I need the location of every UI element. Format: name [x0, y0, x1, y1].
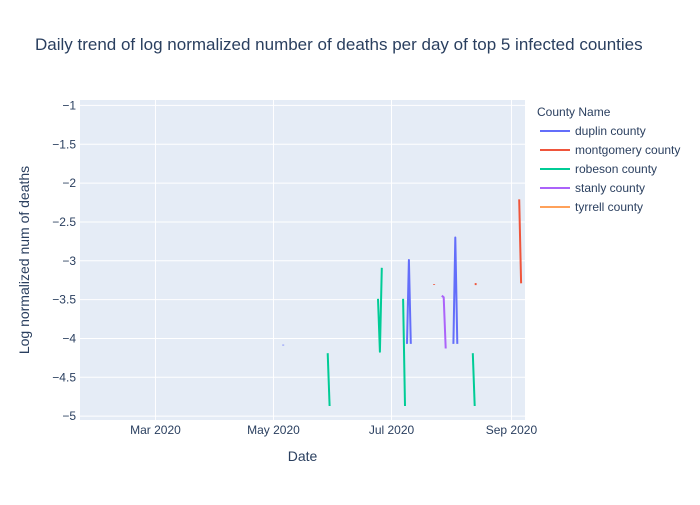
series-stanly-county: [441, 294, 447, 349]
series-line-segment: [518, 199, 523, 284]
y-tick-label: −5: [62, 409, 76, 423]
series-montgomery-county: [433, 199, 523, 286]
series-line-segment: [471, 353, 476, 407]
y-tick-label: −2: [62, 176, 76, 190]
series-line-segment: [377, 267, 383, 353]
x-tick-label: Sep 2020: [486, 423, 538, 437]
grid-layer: [80, 100, 525, 420]
y-tick-label: −1: [62, 98, 76, 112]
x-tick-label: Mar 2020: [130, 423, 181, 437]
y-tick-label: −2.5: [52, 215, 76, 229]
chart-title: Daily trend of log normalized number of …: [35, 35, 643, 54]
series-layer: [282, 199, 523, 407]
series-line-segment: [402, 298, 406, 407]
legend-label: stanly county: [575, 181, 645, 195]
series-line-segment: [326, 353, 331, 407]
series-line-segment: [441, 294, 447, 349]
series-robeson-county: [326, 267, 476, 407]
y-tick-label: −3.5: [52, 293, 76, 307]
x-tick-label: Jul 2020: [369, 423, 415, 437]
y-tick-labels: −1 −1.5 −2 −2.5 −3 −3.5 −4 −4.5 −5: [52, 98, 76, 423]
plot-area: [80, 100, 525, 420]
legend-item[interactable]: tyrrell county: [540, 200, 643, 214]
legend-item[interactable]: duplin county: [540, 124, 646, 138]
legend-label: duplin county: [575, 124, 646, 138]
legend-label: montgomery county: [575, 143, 680, 157]
series-line-segment: [406, 259, 412, 344]
legend-title: County Name: [537, 105, 611, 119]
y-tick-label: −4: [62, 331, 76, 345]
legend-items: duplin county montgomery county robeson co…: [540, 124, 680, 214]
legend-label: robeson county: [575, 162, 657, 176]
legend-item[interactable]: stanly county: [540, 181, 645, 195]
x-tick-labels: Mar 2020 May 2020 Jul 2020 Sep 2020: [130, 423, 537, 437]
y-axis-title: Log normalized num of deaths: [16, 166, 32, 354]
y-tick-label: −3: [62, 254, 76, 268]
y-tick-label: −1.5: [52, 137, 76, 151]
x-axis-title: Date: [288, 448, 318, 464]
legend-label: tyrrell county: [575, 200, 643, 214]
series-duplin-county: [282, 236, 459, 346]
legend[interactable]: County Name duplin county montgomery coun…: [537, 105, 680, 214]
legend-item[interactable]: robeson county: [540, 162, 657, 176]
y-tick-label: −4.5: [52, 370, 76, 384]
series-line-segment: [452, 236, 459, 344]
x-tick-label: May 2020: [247, 423, 300, 437]
legend-item[interactable]: montgomery county: [540, 143, 680, 157]
